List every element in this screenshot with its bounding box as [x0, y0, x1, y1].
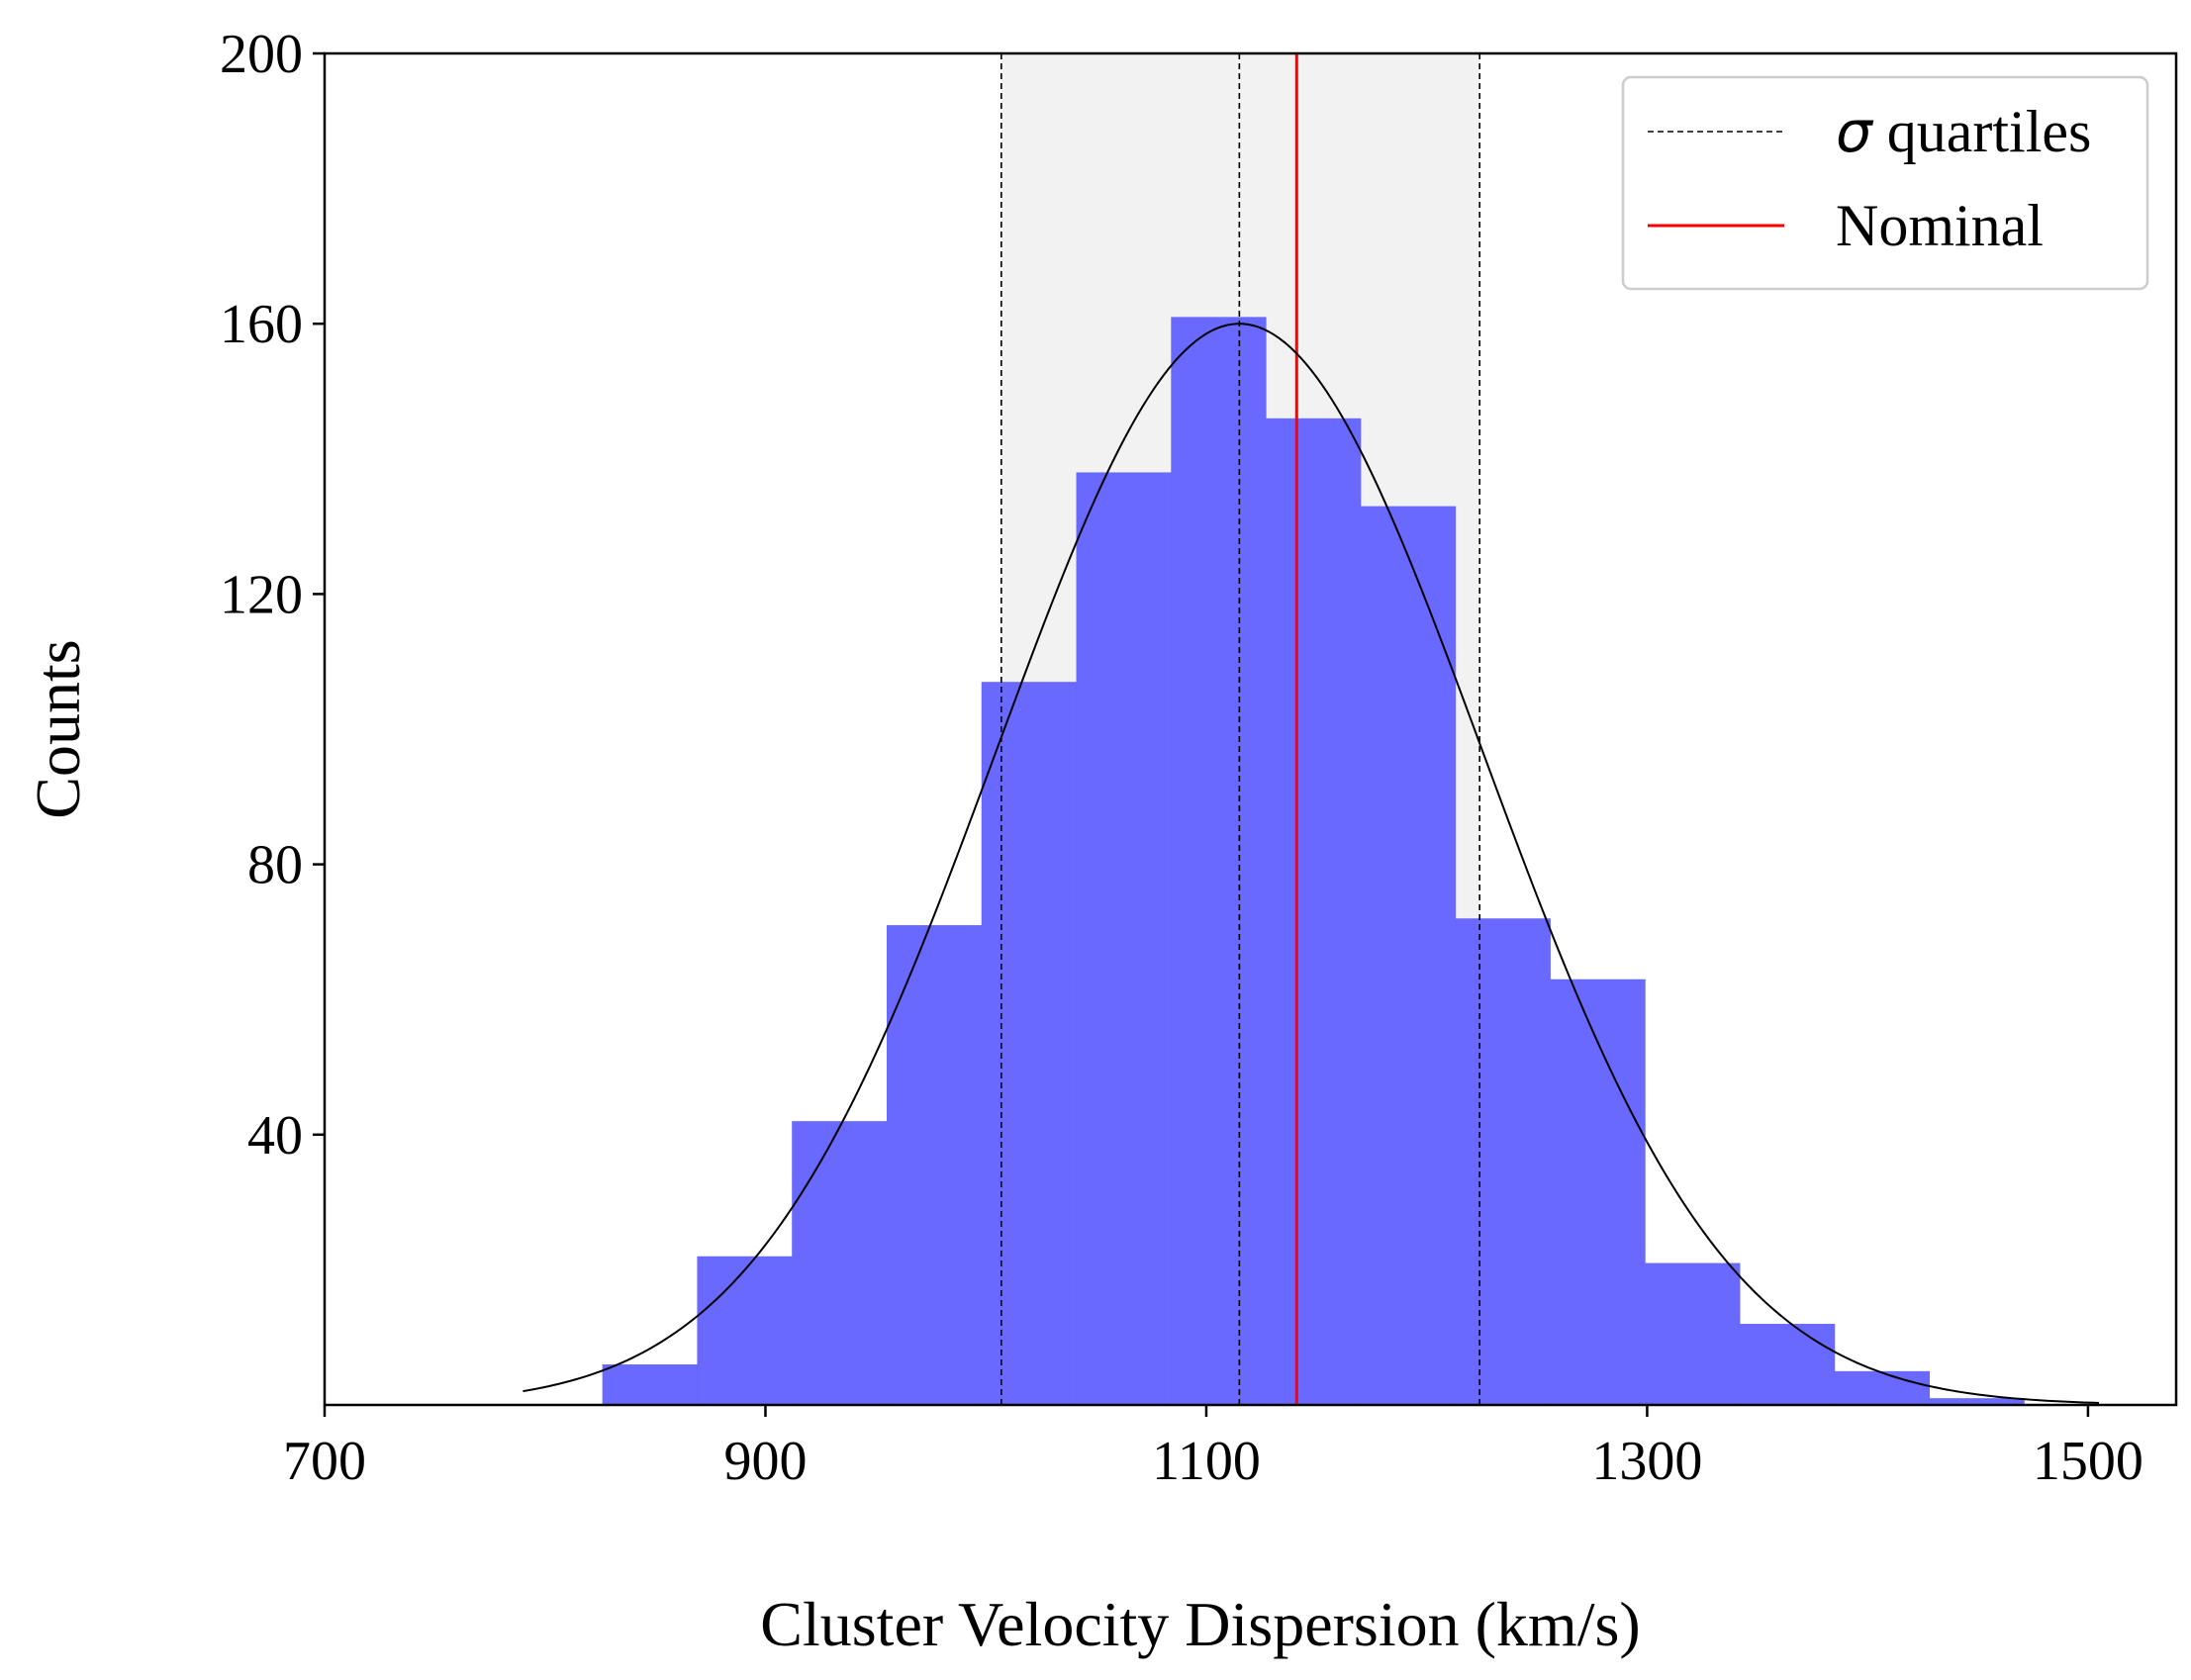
histogram-bar [1739, 1324, 1836, 1405]
histogram-bar [1360, 506, 1457, 1405]
histogram-bar [1834, 1370, 1931, 1405]
x-tick-label: 1100 [1152, 1431, 1261, 1492]
histogram-bar [602, 1364, 698, 1405]
y-axis-label: Counts [23, 639, 93, 818]
histogram-bar [1076, 472, 1172, 1406]
legend-nominal-label: Nominal [1836, 193, 2044, 258]
histogram-bar [1455, 918, 1551, 1405]
histogram-bar [1645, 1262, 1741, 1405]
x-tick-label: 1500 [2033, 1431, 2143, 1492]
x-axis-label: Cluster Velocity Dispersion (km/s) [760, 1589, 1640, 1659]
x-tick-label: 1300 [1591, 1431, 1702, 1492]
gaussian-fit-curve [523, 323, 2100, 1404]
y-tick-label: 120 [220, 564, 303, 625]
histogram-bar [981, 682, 1078, 1405]
legend-box [1621, 75, 2149, 291]
y-tick-label: 80 [247, 835, 303, 896]
histogram-bar [886, 925, 983, 1405]
histogram-bar [1266, 418, 1362, 1405]
y-tick-label: 160 [220, 294, 303, 355]
histogram-bar [697, 1256, 793, 1405]
x-tick-label: 900 [723, 1431, 807, 1492]
x-axis-ticks: 700 900 1100 1300 1500 [283, 1405, 2143, 1492]
histogram-bar [1171, 317, 1267, 1405]
y-tick-label: 40 [247, 1105, 303, 1167]
x-tick-label: 700 [283, 1431, 366, 1492]
histogram-bar [792, 1121, 888, 1405]
legend-sigma-symbol: σ [1836, 98, 1874, 165]
histogram-bar [1929, 1398, 2025, 1405]
histogram-bar [1550, 979, 1646, 1405]
y-axis-ticks: 40 80 120 160 200 [220, 24, 325, 1167]
y-tick-label: 200 [220, 24, 303, 85]
plot-frame [323, 51, 2178, 1407]
legend-quartiles-label: σ quartiles [1836, 98, 2091, 165]
legend-quartiles-text: quartiles [1872, 99, 2092, 164]
plot-area [523, 53, 2100, 1406]
legend: σ quartiles Nominal [1621, 75, 2149, 291]
